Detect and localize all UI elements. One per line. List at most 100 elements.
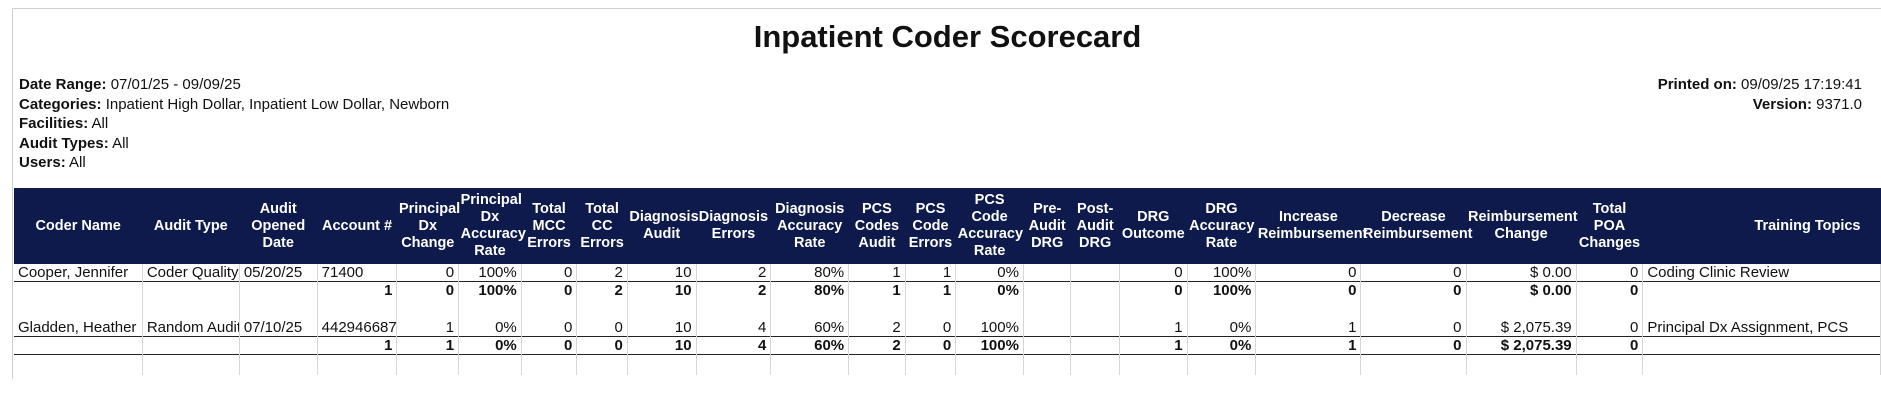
cell-total-poa-changes: 0 [1576,336,1644,355]
cell-total-poa-changes: 0 [1576,319,1644,337]
cell-diagnosis-accuracy-rate: 80% [770,281,850,299]
cell-pcs-code-errors: 1 [905,281,957,299]
col-pre-audit-drg: Pre-Audit DRG [1023,188,1071,264]
report-title: Inpatient Coder Scorecard [753,19,1142,54]
cell-diagnosis-errors: 4 [696,319,772,337]
scorecard-table: Coder Name Audit Type Audit Opened Date … [14,188,1881,375]
cell-pcs-code-errors: 0 [905,336,957,355]
cell-training-topics [1642,281,1881,299]
col-diagnosis-accuracy-rate: Diagnosis Accuracy Rate [770,188,849,264]
cell-decrease-reimbursement: 0 [1360,264,1467,282]
cell-diagnosis-accuracy-rate: 60% [770,336,850,355]
cell-audit-type: Coder Quality [142,264,240,282]
cell-reimbursement-change: $ 0.00 [1466,281,1577,299]
cell-drg-outcome: 0 [1119,281,1188,299]
cell-coder-name [14,336,143,355]
col-coder-name: Coder Name [14,188,143,264]
cell-pcs-codes-audit: 1 [848,264,906,282]
cell-audit-opened-date [239,281,318,299]
cell-increase-reimbursement: 0 [1255,281,1362,299]
cell-drg-outcome: 0 [1119,264,1188,282]
cell-total-poa-changes: 0 [1576,281,1644,299]
cell-drg-outcome: 1 [1119,319,1188,337]
col-post-audit-drg: Post-Audit DRG [1070,188,1120,264]
cell-pre-audit-drg [1023,319,1072,337]
cell-audit-opened-date: 07/10/25 [239,319,318,337]
col-total-poa-changes: Total POA Changes [1576,188,1643,264]
col-pcs-code-accuracy-rate: PCS Code Accuracy Rate [955,188,1024,264]
col-total-mcc-errors: Total MCC Errors [521,188,577,264]
cell-diagnosis-errors: 2 [696,281,772,299]
cell-coder-name [14,281,143,299]
cell-total-mcc-errors: 0 [521,264,578,282]
cell-audit-type [142,336,240,355]
cell-audit-count: 1 [317,336,398,355]
cell-total-cc-errors: 0 [576,319,628,337]
col-account-number: Account # [317,188,397,264]
col-audit-type: Audit Type [142,188,240,264]
col-principal-dx-change: Principal Dx Change [396,188,460,264]
cell-total-cc-errors: 2 [576,281,628,299]
cell-pcs-code-errors: 1 [905,264,957,282]
cell-pre-audit-drg [1023,264,1072,282]
report-filters: Date Range: 07/01/25 - 09/09/25 Categori… [19,75,449,173]
cell-training-topics: Principal Dx Assignment, PCS [1642,319,1881,337]
cell-pcs-code-errors: 0 [905,319,957,337]
cell-pcs-codes-audit: 1 [848,281,906,299]
cell-total-cc-errors: 2 [576,264,628,282]
cell-total-mcc-errors: 0 [521,281,578,299]
cell-diagnosis-audit: 10 [627,264,697,282]
col-drg-accuracy-rate: DRG Accuracy Rate [1187,188,1256,264]
cell-pcs-code-accuracy-rate: 100% [955,319,1024,337]
filter-audit-types: Audit Types: All [19,134,129,152]
cell-post-audit-drg [1070,319,1120,337]
cell-principal-dx-change: 1 [396,319,460,337]
cell-audit-type [142,281,240,299]
cell-coder-name: Gladden, Heather [14,319,143,337]
filter-categories: Categories: Inpatient High Dollar, Inpat… [19,95,450,113]
cell-increase-reimbursement: 1 [1255,336,1362,355]
cell-drg-accuracy-rate: 0% [1187,319,1257,337]
cell-pcs-codes-audit: 2 [848,319,906,337]
filter-facilities: Facilities: All [19,115,109,132]
cell-diagnosis-accuracy-rate: 60% [770,319,850,337]
cell-audit-type: Random Audit [142,319,240,337]
cell-reimbursement-change: $ 2,075.39 [1466,319,1577,337]
cell-principal-dx-accuracy-rate: 100% [458,264,522,282]
table-row: Gladden, Heather Random Audit 07/10/25 4… [14,319,1881,337]
cell-drg-outcome: 1 [1119,336,1188,355]
col-pcs-code-errors: PCS Code Errors [905,188,956,264]
cell-total-cc-errors: 0 [576,336,628,355]
cell-audit-opened-date [239,336,318,355]
col-drg-outcome: DRG Outcome [1119,188,1188,264]
cell-reimbursement-change: $ 0.00 [1466,264,1577,282]
cell-principal-dx-change: 1 [396,336,460,355]
cell-drg-accuracy-rate: 0% [1187,336,1257,355]
col-diagnosis-audit: Diagnosis Audit [627,188,699,264]
cell-total-mcc-errors: 0 [521,319,578,337]
cell-pcs-code-accuracy-rate: 100% [955,336,1024,355]
col-diagnosis-errors: Diagnosis Errors [696,188,771,264]
spacer-row [14,354,1881,375]
table-header-row: Coder Name Audit Type Audit Opened Date … [14,188,1881,264]
cell-pre-audit-drg [1023,281,1072,299]
printed-on: Printed on: 09/09/25 17:19:41 [1657,76,1862,93]
col-pcs-codes-audit: PCS Codes Audit [848,188,906,264]
col-training-topics: Training Topics [1642,188,1881,264]
cell-drg-accuracy-rate: 100% [1187,281,1257,299]
cell-account-number: 71400 [317,264,398,282]
version: Version: 9371.0 [1752,95,1862,113]
cell-decrease-reimbursement: 0 [1360,336,1467,355]
cell-coder-name: Cooper, Jennifer [14,264,143,282]
cell-post-audit-drg [1070,264,1120,282]
cell-diagnosis-errors: 4 [696,336,772,355]
filter-date-range: Date Range: 07/01/25 - 09/09/25 [19,76,241,93]
cell-total-mcc-errors: 0 [521,336,578,355]
cell-increase-reimbursement: 0 [1255,264,1362,282]
col-audit-opened-date: Audit Opened Date [239,188,318,264]
cell-principal-dx-change: 0 [396,281,460,299]
cell-training-topics [1642,336,1881,355]
col-total-cc-errors: Total CC Errors [576,188,628,264]
cell-increase-reimbursement: 1 [1255,319,1362,337]
cell-diagnosis-audit: 10 [627,281,697,299]
